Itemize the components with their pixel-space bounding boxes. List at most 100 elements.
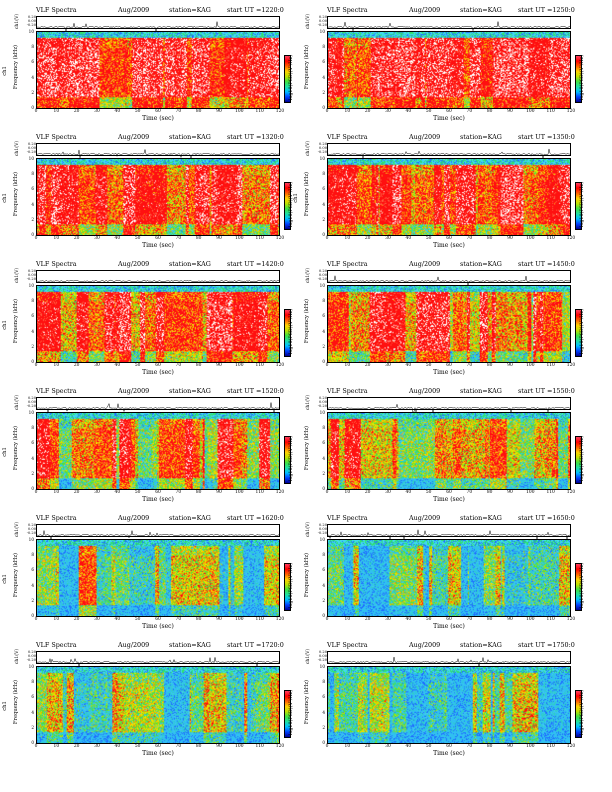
x-tick-label: 10 xyxy=(344,744,351,749)
x-tick-label: 120 xyxy=(275,363,285,368)
timeseries-ylabel: ch1(V) xyxy=(305,649,313,665)
spectrogram-panel: VLF Spectra Aug/2009 station=KAG start UT =… xyxy=(2,132,306,254)
colorbar xyxy=(575,55,582,103)
timeseries-line xyxy=(36,530,280,540)
colorbar-label: log10(PSD)(V²/Hz) xyxy=(289,557,303,617)
frequency-ticks: 10 8 6 4 2 0 xyxy=(23,283,34,364)
x-tick-label: 80 xyxy=(195,490,202,495)
time-ticks: 0 10 20 30 40 50 60 70 80 90 100 110 120 xyxy=(34,109,285,115)
start-ut-label: start UT =1550:0 xyxy=(518,387,575,395)
x-tick-label: 30 xyxy=(94,490,100,495)
x-tick-label: 30 xyxy=(94,744,100,749)
frequency-ticks: 10 8 6 4 2 0 xyxy=(314,29,325,110)
y-tick-label: 10 xyxy=(319,156,325,161)
colorbar xyxy=(284,55,291,103)
y-tick-label: 2 xyxy=(31,597,34,603)
colorbar xyxy=(575,563,582,611)
y-tick-label: 10 xyxy=(319,283,325,288)
x-tick-label: 0 xyxy=(34,236,38,241)
frequency-ticks: 10 8 6 4 2 0 xyxy=(23,156,34,237)
timeseries-ticks: 0.20 0.00 -0.20 xyxy=(314,269,327,282)
frequency-ylabel-text: Frequency (kHz) xyxy=(304,552,311,598)
x-tick-label: 110 xyxy=(546,236,555,241)
x-tick-label: 0 xyxy=(34,109,38,114)
timeseries-svg xyxy=(327,403,571,414)
x-tick-label: 70 xyxy=(175,490,182,495)
colorbar xyxy=(284,563,291,611)
y-tick-label: 4 xyxy=(31,582,34,588)
time-ticks: 0 10 20 30 40 50 60 70 80 90 100 110 120 xyxy=(326,490,576,496)
timeseries-plot xyxy=(36,397,280,414)
timeseries-plot xyxy=(327,651,571,668)
time-ticks: 0 10 20 30 40 50 60 70 80 90 100 110 120 xyxy=(35,363,285,369)
colorbar xyxy=(284,690,291,738)
chart-title: VLF Spectra xyxy=(327,133,368,141)
timeseries-line xyxy=(327,148,571,159)
x-tick-label: 50 xyxy=(425,617,432,622)
y-tick-label: 6 xyxy=(31,694,34,700)
ts-tick-label: 0.00 xyxy=(27,273,36,278)
x-tick-label: 60 xyxy=(155,617,161,622)
x-tick-label: 90 xyxy=(507,363,513,368)
timeseries-ticks: 0.20 0.00 -0.20 xyxy=(314,142,327,155)
ts-tick-label: -0.20 xyxy=(26,150,36,155)
start-ut-label: start UT =1720:0 xyxy=(227,641,284,649)
timeseries-svg xyxy=(36,657,280,667)
y-tick-label: 2 xyxy=(31,89,34,95)
time-ticks: 0 10 20 30 40 50 60 70 80 90 100 110 120 xyxy=(326,109,576,115)
timeseries-ylabel: ch1(V) xyxy=(305,13,313,30)
start-ut-label: start UT =1250:0 xyxy=(518,6,575,14)
colorbar-label: log10(PSD)(V²/Hz) xyxy=(580,49,594,109)
x-tick-label: 50 xyxy=(134,109,141,114)
timeseries-ylabel-text: ch1(V) xyxy=(306,13,312,30)
x-tick-label: 90 xyxy=(216,109,222,114)
x-tick-label: 120 xyxy=(566,109,576,114)
timeseries-ticks: 0.20 0.00 -0.20 xyxy=(23,650,36,663)
timeseries-ticks: 0.20 0.00 -0.20 xyxy=(23,396,36,409)
y-tick-label: 10 xyxy=(28,29,34,34)
time-axis-label: Time (sec) xyxy=(433,750,465,757)
x-tick-label: 80 xyxy=(486,109,493,114)
station-label: station=KAG xyxy=(460,133,502,141)
colorbar-label-text: log10(PSD)(V²/Hz) xyxy=(580,689,586,736)
timeseries-line xyxy=(327,275,571,287)
timeseries-ylabel: ch1(V) xyxy=(14,395,22,411)
x-tick-label: 50 xyxy=(425,109,432,114)
x-tick-label: 120 xyxy=(566,363,576,368)
timeseries-ticks: 0.20 0.00 -0.20 xyxy=(314,396,327,409)
date-label: Aug/2009 xyxy=(409,641,441,649)
colorbar-label-text: log10(PSD)(V²/Hz) xyxy=(289,308,295,355)
x-tick-label: 60 xyxy=(155,236,161,241)
y-tick-label: 8 xyxy=(322,171,325,177)
channel-label: ch1 xyxy=(1,193,8,203)
y-tick-label: 10 xyxy=(28,283,34,288)
time-ticks: 0 10 20 30 40 50 60 70 80 90 100 110 120 xyxy=(326,617,576,623)
y-tick-label: 10 xyxy=(319,537,325,542)
x-tick-label: 90 xyxy=(216,490,222,495)
x-tick-label: 60 xyxy=(155,490,161,495)
time-ticks: 0 10 20 30 40 50 60 70 80 90 100 110 120 xyxy=(326,236,576,242)
x-tick-label: 60 xyxy=(446,363,452,368)
x-tick-label: 120 xyxy=(566,617,576,622)
time-axis-label: Time (sec) xyxy=(142,115,174,122)
x-tick-label: 30 xyxy=(385,363,391,368)
x-tick-label: 90 xyxy=(507,236,513,241)
channel-label: ch1 xyxy=(1,701,8,711)
chart-title: VLF Spectra xyxy=(36,641,77,649)
timeseries-plot xyxy=(327,16,571,32)
spectrogram-image xyxy=(37,667,279,743)
x-tick-label: 30 xyxy=(385,236,391,241)
x-tick-label: 40 xyxy=(405,617,412,622)
channel-label: ch1 xyxy=(1,447,8,457)
ts-tick-label: 0.20 xyxy=(318,523,327,527)
y-tick-label: 2 xyxy=(322,343,325,349)
ts-tick-label: -0.20 xyxy=(26,23,36,28)
ts-tick-label: 0.00 xyxy=(318,146,327,151)
frequency-ticks: 10 8 6 4 2 0 xyxy=(23,664,34,745)
start-ut-label: start UT =1650:0 xyxy=(518,514,575,522)
timeseries-line xyxy=(36,149,280,159)
x-tick-label: 80 xyxy=(195,363,202,368)
x-tick-label: 20 xyxy=(73,490,80,495)
colorbar-label-text: log10(PSD)(V²/Hz) xyxy=(580,54,586,101)
timeseries-line xyxy=(36,657,280,667)
